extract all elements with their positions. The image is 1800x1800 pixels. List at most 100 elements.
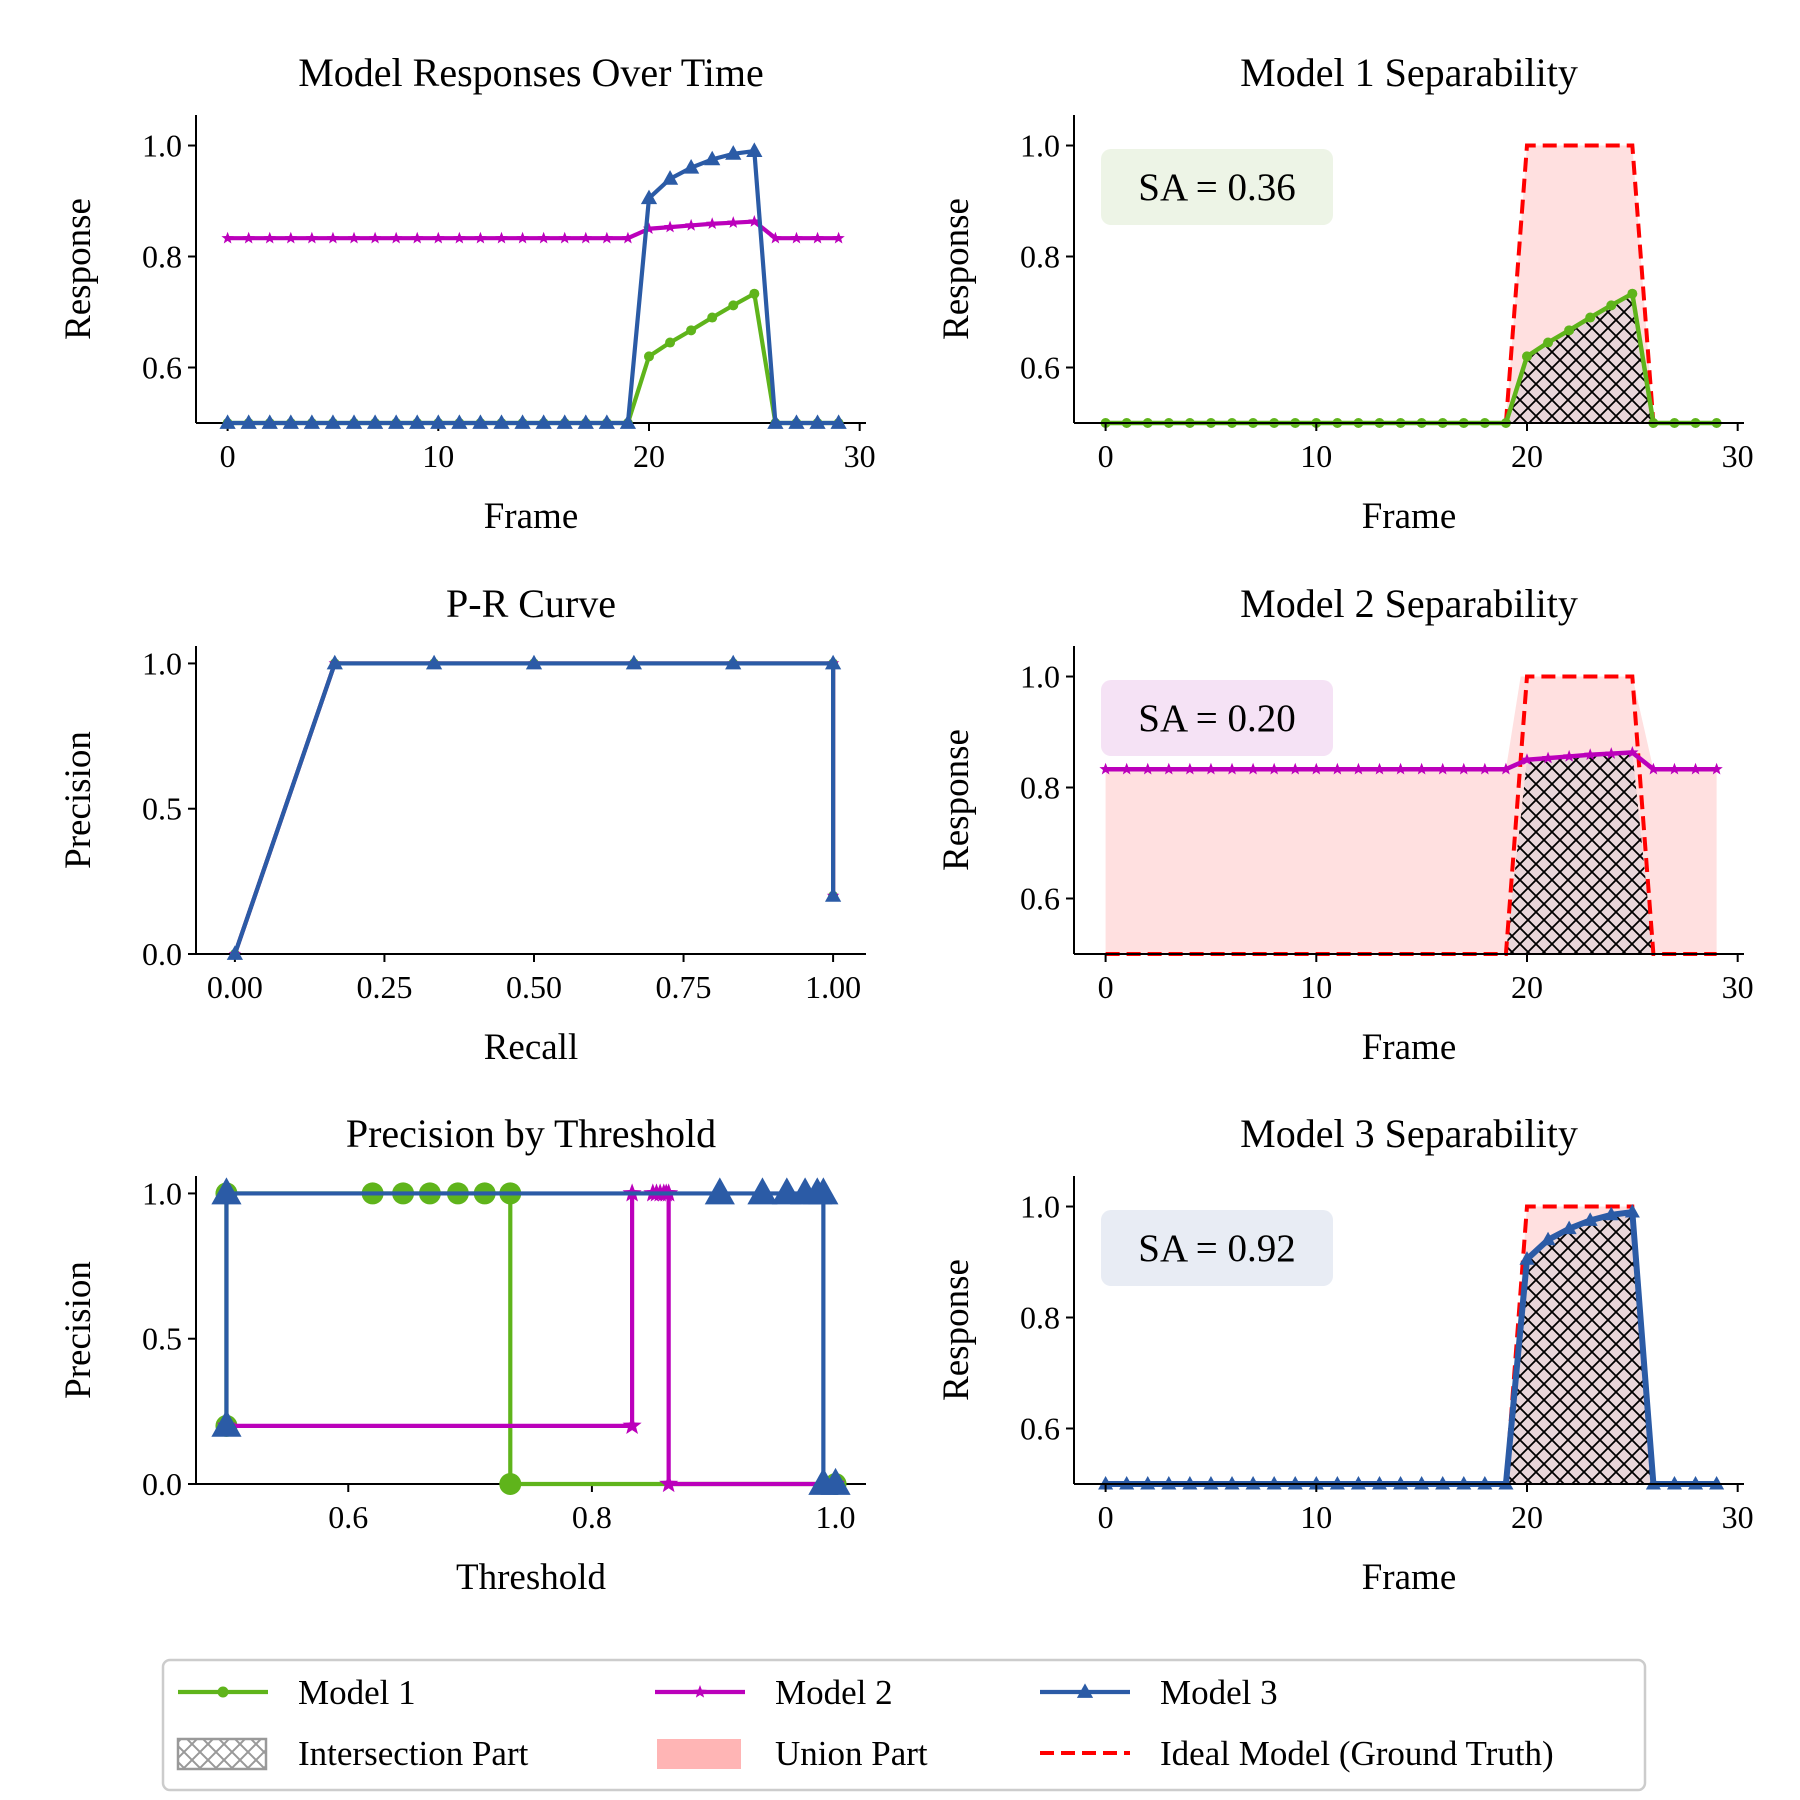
data-point	[324, 414, 342, 429]
y-tick-label: 0.6	[1020, 1411, 1060, 1447]
data-point	[579, 231, 592, 244]
data-point	[707, 312, 718, 323]
x-tick-label: 0.25	[356, 969, 412, 1005]
chart-title: Precision by Threshold	[346, 1111, 716, 1156]
data-point	[788, 414, 805, 429]
data-point	[535, 414, 552, 429]
data-point	[1606, 300, 1617, 311]
data-point	[1098, 1475, 1114, 1490]
data-point	[1289, 762, 1302, 775]
data-point	[409, 414, 426, 429]
y-axis-label: Response	[936, 729, 977, 871]
data-point	[411, 231, 424, 244]
x-tick-label: 20	[1511, 1499, 1543, 1535]
y-tick-label: 1.0	[1020, 659, 1060, 695]
ideal-model-line	[1503, 143, 1656, 424]
x-axis-label: Threshold	[456, 1557, 607, 1598]
sa-annotation-text: SA = 0.36	[1138, 166, 1295, 209]
series-model-3	[226, 654, 842, 960]
data-point	[432, 231, 445, 244]
data-point	[514, 414, 531, 429]
data-point	[1415, 762, 1428, 775]
data-point	[747, 1177, 778, 1205]
panel-model-1-separability: 0 10 20 30 0.6 0.8 1.0 Model 1 Separability Fram…	[936, 50, 1754, 537]
data-point	[303, 414, 321, 429]
data-point	[211, 1177, 242, 1205]
y-tick-label: 1.0	[1020, 1189, 1060, 1225]
data-point	[1626, 746, 1639, 758]
data-point	[1624, 1204, 1640, 1218]
data-point	[665, 337, 676, 348]
panel-model-3-separability: 0 10 20 30 0.6 0.8 1.0 Model 3 Separability Fram…	[936, 1111, 1754, 1598]
sa-annotation-text: SA = 0.20	[1138, 697, 1295, 740]
y-axis-label: Response	[936, 1259, 977, 1401]
y-tick-label: 1.0	[142, 1175, 182, 1211]
data-point	[824, 887, 842, 902]
x-tick-label: 10	[1300, 969, 1332, 1005]
legend-frame	[161, 1658, 1647, 1792]
data-point	[686, 325, 697, 336]
series-line	[227, 148, 839, 426]
x-tick-label: 30	[1722, 1499, 1754, 1535]
series-line	[227, 219, 839, 241]
legend-hatch-patch	[176, 1737, 268, 1771]
y-axis-label: Response	[58, 198, 99, 340]
data-point	[1245, 1475, 1261, 1490]
data-point	[1564, 325, 1575, 336]
y-axis-label: Precision	[58, 731, 99, 869]
data-point	[1627, 288, 1638, 299]
intersection-part-hatch	[1505, 293, 1654, 423]
data-point	[558, 231, 571, 244]
data-point	[263, 231, 276, 244]
data-point	[820, 1467, 851, 1495]
x-axis-label: Frame	[1362, 1557, 1457, 1598]
data-point	[642, 222, 656, 235]
data-point	[366, 414, 384, 429]
x-tick-label: 20	[1511, 969, 1543, 1005]
data-point	[1182, 1475, 1198, 1490]
data-point	[1308, 1475, 1324, 1490]
legend-marker	[217, 1686, 229, 1698]
sa-annotation-box	[1101, 680, 1333, 756]
data-point	[1477, 1475, 1493, 1490]
data-point	[1287, 1475, 1303, 1490]
x-tick-label: 30	[844, 438, 876, 474]
data-point	[746, 142, 763, 157]
panel-model-responses: 0 10 20 30 0.6 0.8 1.0 Model Responses Over Tim…	[58, 50, 876, 537]
x-tick-label: 1.00	[805, 969, 861, 1005]
x-tick-label: 0.8	[572, 1499, 612, 1535]
series-line	[232, 661, 836, 955]
data-point	[525, 654, 543, 670]
data-point	[1584, 748, 1597, 761]
data-point	[1478, 762, 1492, 775]
sa-annotation-box	[1101, 149, 1333, 225]
data-point	[453, 231, 466, 244]
legend-label: Ideal Model (Ground Truth)	[1160, 1734, 1554, 1773]
data-point	[388, 414, 405, 429]
data-point	[830, 414, 847, 429]
series-line	[232, 661, 836, 955]
data-point	[1710, 762, 1723, 775]
legend-item-model-3: Model 3	[1040, 1673, 1278, 1712]
data-point	[1183, 762, 1197, 775]
data-point	[516, 231, 529, 244]
data-point	[1350, 1475, 1366, 1490]
data-point	[728, 300, 739, 311]
data-point	[1689, 762, 1702, 775]
data-point	[219, 414, 236, 429]
model-series	[1099, 746, 1723, 775]
data-point	[643, 351, 654, 362]
data-point	[598, 414, 615, 429]
data-point	[1585, 312, 1596, 323]
data-point	[663, 220, 677, 233]
data-point	[640, 189, 658, 205]
data-point	[1394, 762, 1407, 775]
y-tick-label: 0.6	[142, 350, 182, 386]
y-tick-label: 0.8	[142, 239, 182, 275]
legend-fill-patch	[657, 1739, 741, 1769]
data-point	[1603, 1206, 1619, 1221]
data-point	[1499, 762, 1513, 775]
data-point	[683, 159, 700, 174]
data-point	[1521, 351, 1532, 362]
y-tick-label: 0.0	[142, 936, 182, 972]
